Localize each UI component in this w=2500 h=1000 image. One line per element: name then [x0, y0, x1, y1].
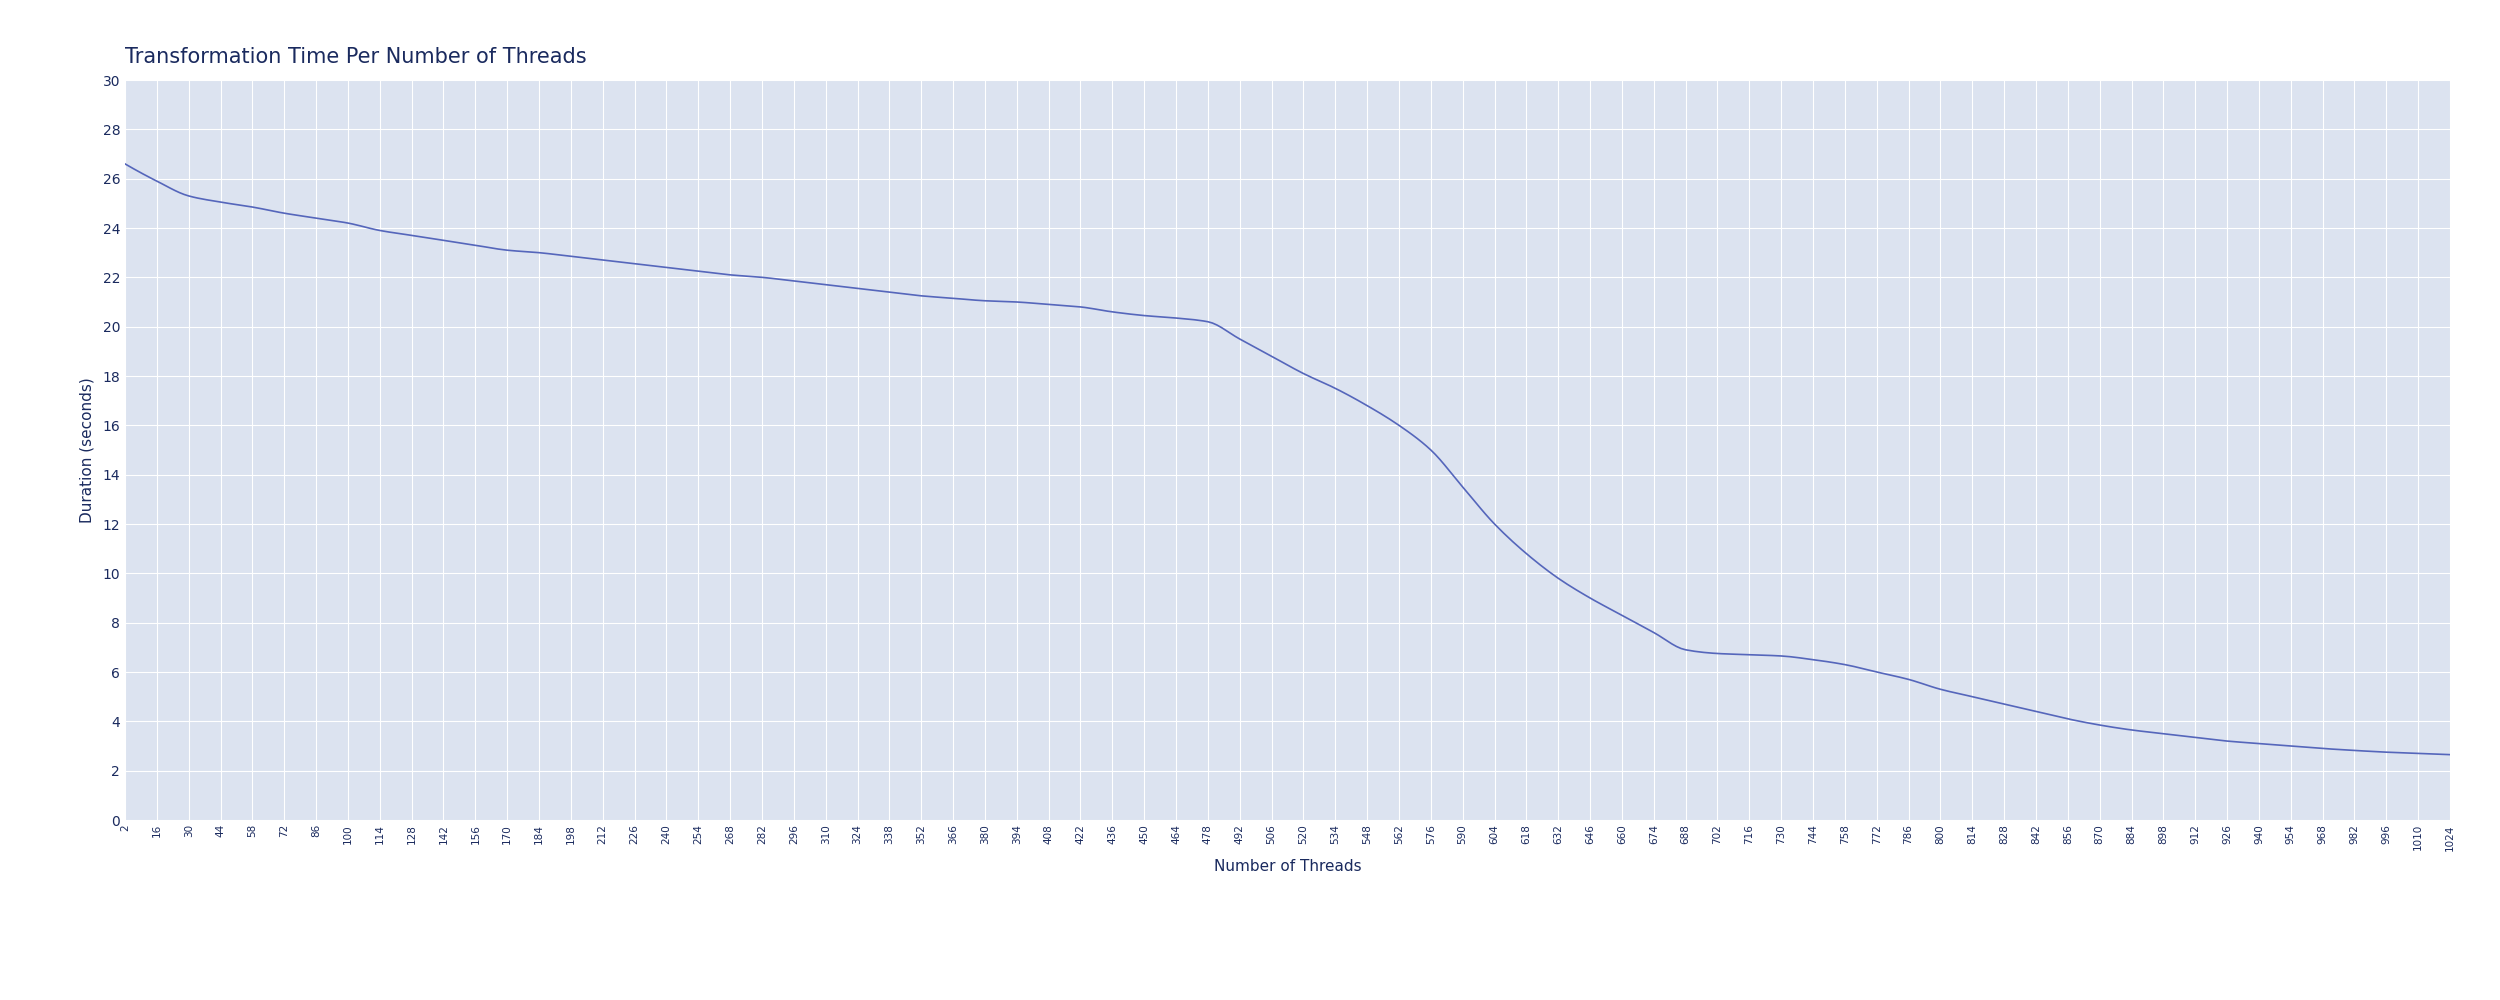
Y-axis label: Duration (seconds): Duration (seconds): [80, 377, 95, 523]
Text: Transformation Time Per Number of Threads: Transformation Time Per Number of Thread…: [125, 47, 588, 67]
X-axis label: Number of Threads: Number of Threads: [1212, 859, 1363, 874]
